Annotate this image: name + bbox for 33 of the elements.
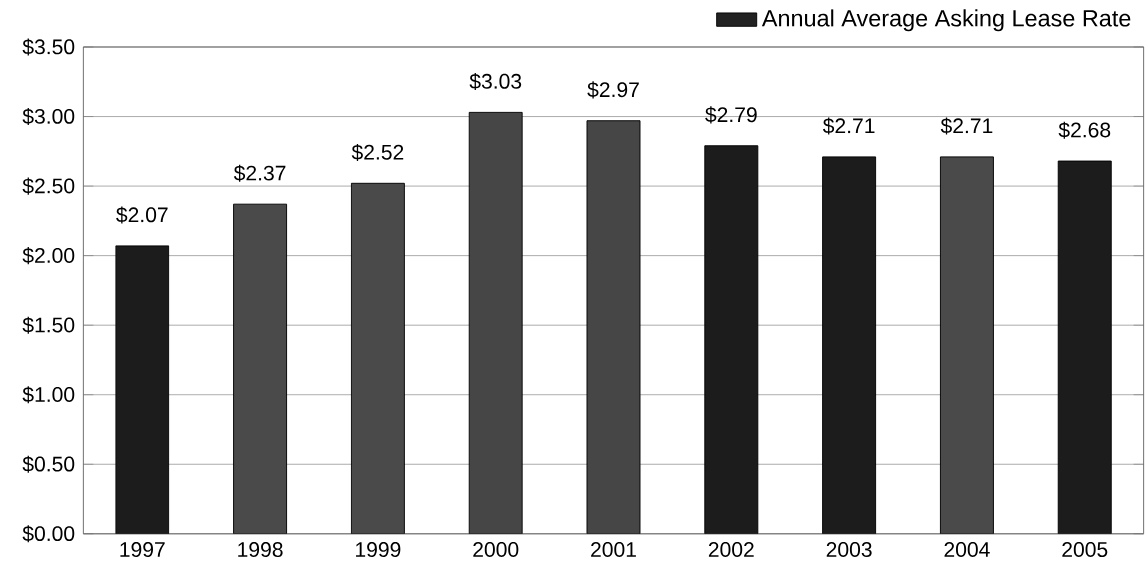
bar [1057, 160, 1112, 534]
data-label: $2.68 [1058, 121, 1111, 139]
data-label: $2.97 [587, 81, 639, 99]
data-label: $3.03 [469, 73, 522, 91]
data-label: $2.71 [940, 117, 993, 135]
y-tick-label: $0.00 [22, 525, 75, 543]
data-label: $2.71 [822, 117, 875, 135]
y-tick-label: $1.00 [22, 386, 75, 404]
bar [939, 156, 994, 534]
bar [586, 120, 641, 534]
y-tick-label: $2.00 [22, 247, 75, 265]
x-tick-label: 2001 [591, 542, 636, 558]
data-label: $2.37 [233, 164, 286, 182]
data-label: $2.07 [116, 206, 168, 224]
x-tick-label: 1999 [356, 542, 401, 558]
bar [704, 145, 759, 534]
data-label: $2.79 [705, 106, 757, 124]
x-tick-label: 2004 [944, 542, 990, 558]
y-tick-label: $3.50 [22, 38, 75, 56]
x-tick-label: 1998 [238, 542, 283, 558]
y-tick-label: $3.00 [22, 108, 75, 126]
x-tick-label: 2002 [708, 542, 754, 558]
data-label: $2.52 [351, 143, 404, 162]
y-tick-label: $2.50 [22, 177, 75, 195]
bar [115, 245, 170, 534]
x-tick-label: 1997 [120, 542, 165, 558]
bar [822, 156, 877, 534]
y-tick-label: $0.50 [22, 455, 75, 473]
x-tick-label: 2003 [826, 542, 872, 558]
x-tick-label: 2000 [473, 542, 519, 558]
x-tick-label: 2005 [1062, 542, 1108, 558]
y-tick-label: $1.50 [22, 316, 75, 334]
legend-label: Annual Average Asking Lease Rate [761, 9, 1131, 32]
